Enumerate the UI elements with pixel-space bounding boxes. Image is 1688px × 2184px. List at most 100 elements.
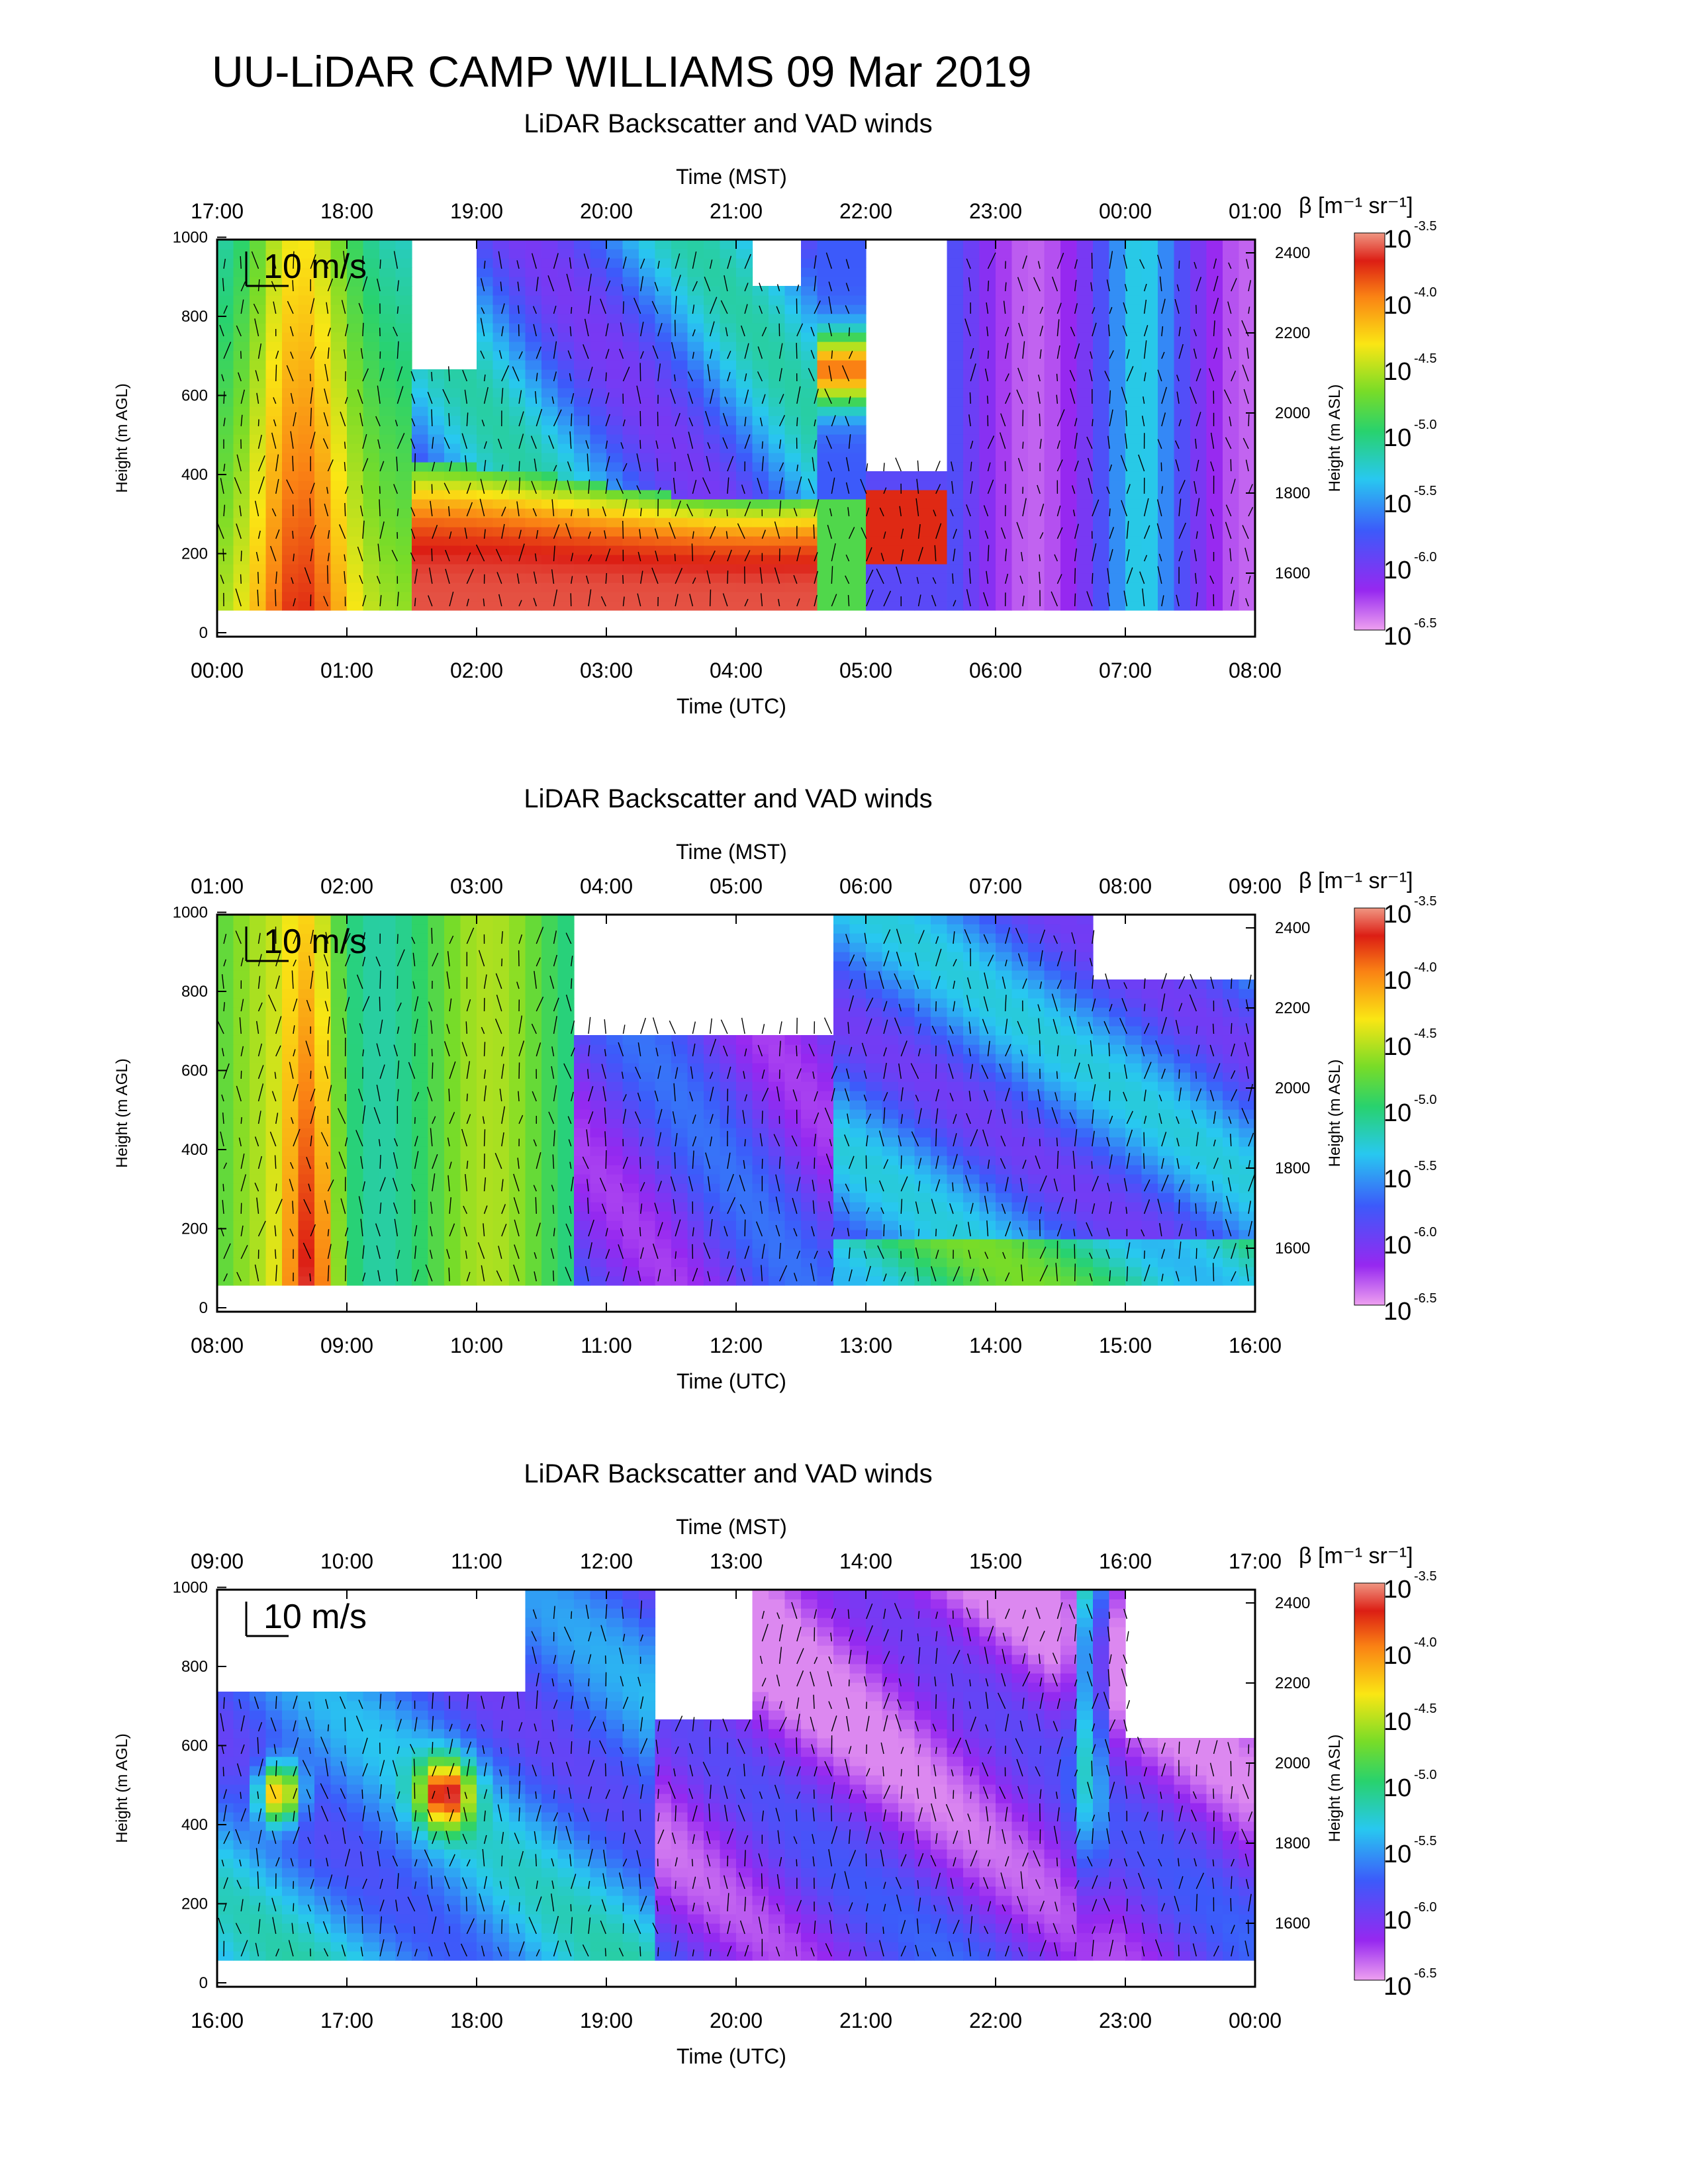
heatmap-cell <box>477 1007 494 1017</box>
heatmap-cell <box>671 471 688 481</box>
heatmap-cell <box>590 1267 607 1277</box>
wind-vector <box>673 477 676 494</box>
heatmap-cell <box>412 480 429 490</box>
heatmap-cell <box>606 1193 624 1203</box>
wind-vector <box>796 343 798 359</box>
heatmap-cell <box>265 1035 283 1045</box>
heatmap-cell <box>395 323 412 333</box>
heatmap-cell <box>1190 434 1207 444</box>
heatmap-cell <box>492 277 510 287</box>
heatmap-cell <box>1125 480 1143 490</box>
heatmap-cell <box>996 267 1013 277</box>
heatmap-cell <box>1223 397 1240 407</box>
wind-vector <box>622 463 628 472</box>
heatmap-cell <box>801 443 818 453</box>
heatmap-cell <box>1011 582 1029 592</box>
wind-vector <box>273 301 277 314</box>
heatmap-cell <box>412 1007 429 1017</box>
heatmap-cell <box>963 332 980 342</box>
heatmap-cell <box>298 592 315 602</box>
heatmap-cell <box>298 1183 315 1193</box>
heatmap-cell <box>752 1100 769 1110</box>
heatmap-cell <box>882 480 899 490</box>
heatmap-cell <box>298 1081 315 1091</box>
heatmap-cell <box>752 1211 769 1221</box>
heatmap-cell <box>525 304 542 314</box>
heatmap-cell <box>784 508 802 518</box>
heatmap-cell <box>687 443 704 453</box>
heatmap-cell <box>801 1193 818 1203</box>
heatmap-cell <box>996 490 1013 500</box>
heatmap-cell <box>590 601 607 611</box>
heatmap-cell <box>720 453 737 463</box>
heatmap-cell <box>622 249 639 259</box>
heatmap-cell <box>606 564 624 574</box>
heatmap-cell <box>931 1017 948 1026</box>
heatmap-cell <box>314 240 332 250</box>
heatmap-cell <box>784 545 802 555</box>
heatmap-cell <box>590 314 607 324</box>
wind-vector <box>275 365 277 382</box>
heatmap-cell <box>1076 406 1094 416</box>
heatmap-cell <box>996 518 1013 527</box>
heatmap-cell <box>509 240 526 250</box>
heatmap-cell <box>947 1091 964 1101</box>
heatmap-cell <box>509 406 526 416</box>
heatmap-cell <box>947 1017 964 1026</box>
heatmap-cell <box>1060 341 1078 351</box>
heatmap-cell <box>477 961 494 971</box>
heatmap-cell <box>784 1211 802 1221</box>
heatmap-cell <box>282 443 299 453</box>
heatmap-cell <box>282 341 299 351</box>
heatmap-cell <box>931 1165 948 1175</box>
heatmap-cell <box>590 536 607 546</box>
heatmap-cell <box>979 240 996 250</box>
wind-vector <box>310 387 313 404</box>
heatmap-cell <box>541 1118 559 1128</box>
wind-vector <box>616 478 624 494</box>
heatmap-cell <box>509 351 526 361</box>
heatmap-cell <box>314 490 332 500</box>
heatmap-cell <box>557 425 575 435</box>
heatmap-cell <box>639 1035 656 1045</box>
heatmap-cell <box>914 527 931 537</box>
heatmap-cell <box>947 1100 964 1110</box>
wind-vector <box>501 303 505 314</box>
heatmap-cell <box>347 592 364 602</box>
heatmap-cell <box>833 508 851 518</box>
heatmap-cell <box>217 545 234 555</box>
heatmap-cell <box>898 1044 915 1054</box>
heatmap-cell <box>1223 564 1240 574</box>
heatmap-cell <box>769 545 786 555</box>
heatmap-cell <box>1028 267 1045 277</box>
heatmap-cell <box>363 490 380 500</box>
heatmap-cell <box>492 1146 510 1156</box>
wind-vector <box>553 545 555 562</box>
heatmap-cell <box>492 406 510 416</box>
heatmap-cell <box>996 453 1013 463</box>
heatmap-cell <box>784 1183 802 1193</box>
heatmap-cell <box>1141 379 1158 388</box>
wind-vector <box>324 260 329 269</box>
heatmap-cell <box>1223 277 1240 287</box>
heatmap-cell <box>687 1156 704 1165</box>
heatmap-cell <box>849 1007 867 1017</box>
heatmap-cell <box>525 1017 542 1026</box>
heatmap-cell <box>412 1165 429 1175</box>
heatmap-cell <box>979 351 996 361</box>
heatmap-cell <box>1158 369 1175 379</box>
heatmap-cell <box>849 314 867 324</box>
heatmap-cell <box>363 970 380 980</box>
heatmap-cell <box>752 1257 769 1267</box>
heatmap-cell <box>947 592 964 602</box>
heatmap-cell <box>265 970 283 980</box>
heatmap-cell <box>330 601 348 611</box>
heatmap-cell <box>606 462 624 472</box>
heatmap-cell <box>363 304 380 314</box>
heatmap-cell <box>347 961 364 971</box>
wind-vector <box>221 374 224 382</box>
heatmap-cell <box>671 425 688 435</box>
wind-vector <box>445 549 450 562</box>
wind-vector <box>310 325 313 337</box>
